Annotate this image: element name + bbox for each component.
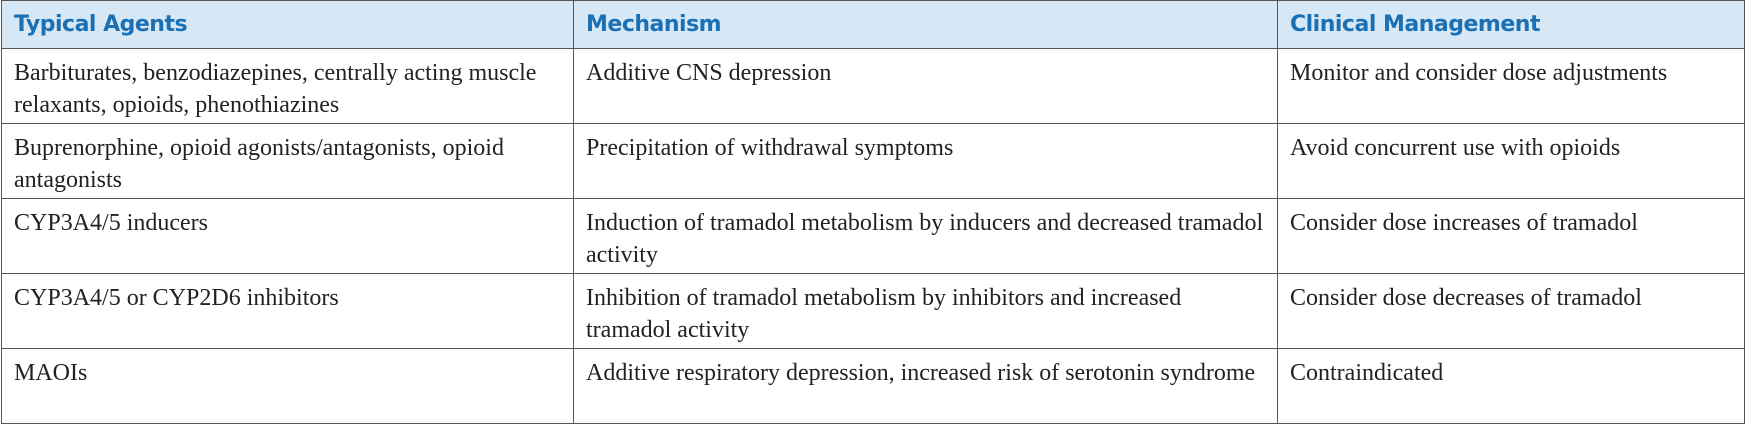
table-row: Barbiturates, benzodiazepines, centrally… — [1, 48, 1745, 124]
table-row: Buprenorphine, opioid agonists/antagonis… — [1, 123, 1745, 199]
table-cell: MAOIs — [1, 348, 574, 424]
table-cell: Inhibition of tramadol metabolism by inh… — [573, 273, 1278, 349]
table-cell: Induction of tramadol metabolism by indu… — [573, 198, 1278, 274]
table-cell: Additive respiratory depression, increas… — [573, 348, 1278, 424]
header-cell: Typical Agents — [1, 0, 574, 49]
table-cell: Monitor and consider dose adjustments — [1277, 48, 1745, 124]
table-cell: Buprenorphine, opioid agonists/antagonis… — [1, 123, 574, 199]
table-row: CYP3A4/5 or CYP2D6 inhibitors Inhibition … — [1, 273, 1745, 349]
header-cell: Clinical Management — [1277, 0, 1745, 49]
table-cell: Avoid concurrent use with opioids — [1277, 123, 1745, 199]
table-body: Barbiturates, benzodiazepines, centrally… — [1, 48, 1745, 424]
table-cell: CYP3A4/5 or CYP2D6 inhibitors — [1, 273, 574, 349]
table-cell: Precipitation of withdrawal symptoms — [573, 123, 1278, 199]
table-cell: Barbiturates, benzodiazepines, centrally… — [1, 48, 574, 124]
table-cell: Consider dose decreases of tramadol — [1277, 273, 1745, 349]
table-row: CYP3A4/5 inducers Induction of tramadol m… — [1, 198, 1745, 274]
table-cell: Consider dose increases of tramadol — [1277, 198, 1745, 274]
header-row: Typical Agents Mechanism Clinical Manageme… — [1, 0, 1745, 49]
table-cell: Additive CNS depression — [573, 48, 1278, 124]
header-cell: Mechanism — [573, 0, 1278, 49]
table-cell: Contraindicated — [1277, 348, 1745, 424]
table-cell: CYP3A4/5 inducers — [1, 198, 574, 274]
table-row: MAOIs Additive respiratory depression, in… — [1, 348, 1745, 424]
